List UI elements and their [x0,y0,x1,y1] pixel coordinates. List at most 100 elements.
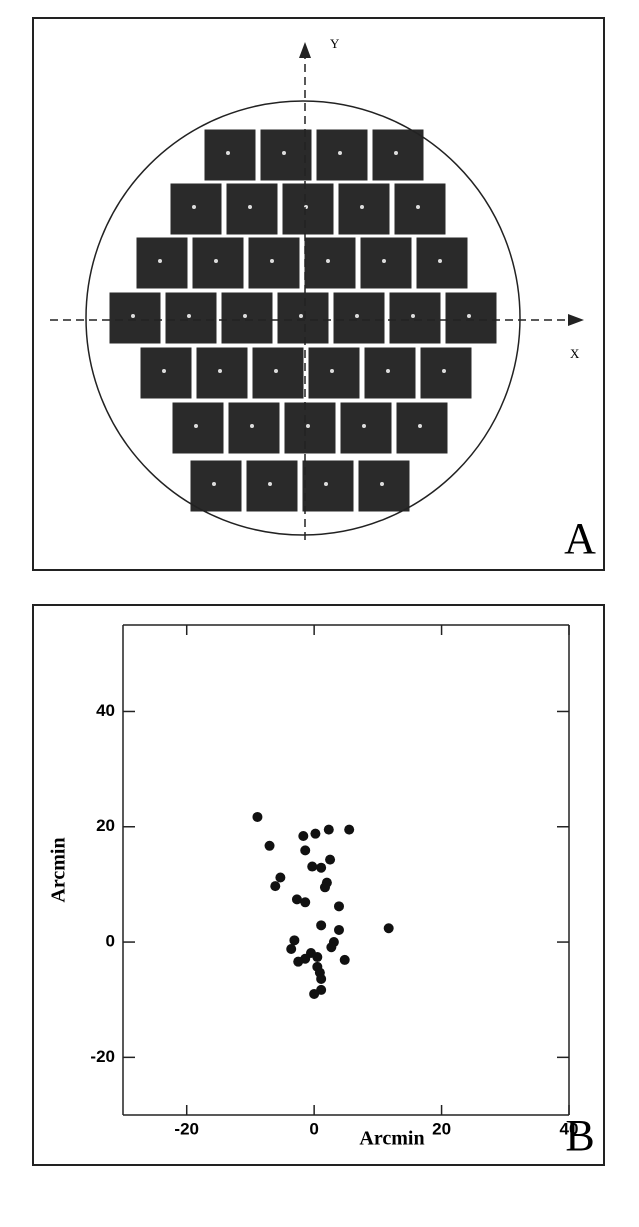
ccd-chip [332,291,386,345]
star-image [282,151,286,155]
ccd-chip [371,128,425,182]
star-image [442,369,446,373]
star-image [338,151,342,155]
ccd-chip [339,401,393,455]
star-image [360,205,364,209]
star-image [248,205,252,209]
ccd-chip [195,346,249,400]
star-image [268,482,272,486]
arrow-head [568,314,584,326]
point [316,973,327,984]
point [300,897,311,908]
x-tick-label: 20 [432,1119,451,1138]
ccd-chip [189,459,243,513]
star-image [250,424,254,428]
point [291,894,302,905]
ccd-chip [315,128,369,182]
point [286,943,297,954]
ccd-chip [227,401,281,455]
point [298,830,309,841]
point [344,824,355,835]
point [319,882,330,893]
ccd-chip [303,236,357,290]
x-tick-label: -20 [174,1119,199,1138]
ccd-chip [245,459,299,513]
star-image [187,314,191,318]
ccd-chip [419,346,473,400]
star-image [299,314,303,318]
star-image [218,369,222,373]
point [333,924,344,935]
ccd-mosaic [108,128,498,513]
ccd-chip [169,182,223,236]
ccd-chip [220,291,274,345]
x-axis-title: Arcmin [359,1128,424,1150]
ccd-chip [276,291,330,345]
ccd-chip [203,128,257,182]
panel-b-frame [32,604,605,1166]
star-image [324,482,328,486]
y-tick-label: 0 [106,932,115,951]
star-image [355,314,359,318]
ccd-chip [357,459,411,513]
point [270,881,281,892]
panel-label: B [565,1111,594,1160]
ccd-chip [359,236,413,290]
ccd-chip [225,182,279,236]
point [310,828,321,839]
point [326,942,337,953]
field-circle [85,100,521,536]
ccd-chip [171,401,225,455]
star-image [394,151,398,155]
x-tick-label: 0 [309,1119,318,1138]
ccd-chip [135,236,189,290]
star-image [382,259,386,263]
star-image [158,259,162,263]
point [264,840,275,851]
ccd-chip [301,459,355,513]
star-image [306,424,310,428]
ccd-chip [444,291,498,345]
star-image [192,205,196,209]
y-tick-label: 20 [96,816,115,835]
star-image [467,314,471,318]
star-image [418,424,422,428]
point [333,901,344,912]
point [293,956,304,967]
star-image [212,482,216,486]
point [316,920,327,931]
x-axis-label: X [570,346,580,361]
ccd-chip [247,236,301,290]
star-image [386,369,390,373]
ccd-chip [388,291,442,345]
scatter-plot: -20 0 20 40 -20 0 20 40 [90,624,579,1138]
star-image [274,369,278,373]
y-axis-label: Y [330,36,340,51]
ccd-chip [393,182,447,236]
star-image [194,424,198,428]
point [275,872,286,883]
arrow-head [299,42,311,58]
ccd-chip [363,346,417,400]
point [383,923,394,934]
x-tick-label: 40 [560,1119,579,1138]
y-tick-label: -20 [90,1047,115,1066]
point [323,824,334,835]
y-tick-label: 40 [96,701,115,720]
point [300,845,311,856]
panel-label: A [564,514,596,563]
star-image [214,259,218,263]
star-image [270,259,274,263]
star-image [330,369,334,373]
ccd-chip [164,291,218,345]
star-image [380,482,384,486]
star-image [162,369,166,373]
star-image [438,259,442,263]
ccd-chip [251,346,305,400]
ccd-chip [281,182,335,236]
point [325,854,336,865]
ccd-chip [337,182,391,236]
ccd-chip [415,236,469,290]
point [312,952,323,963]
